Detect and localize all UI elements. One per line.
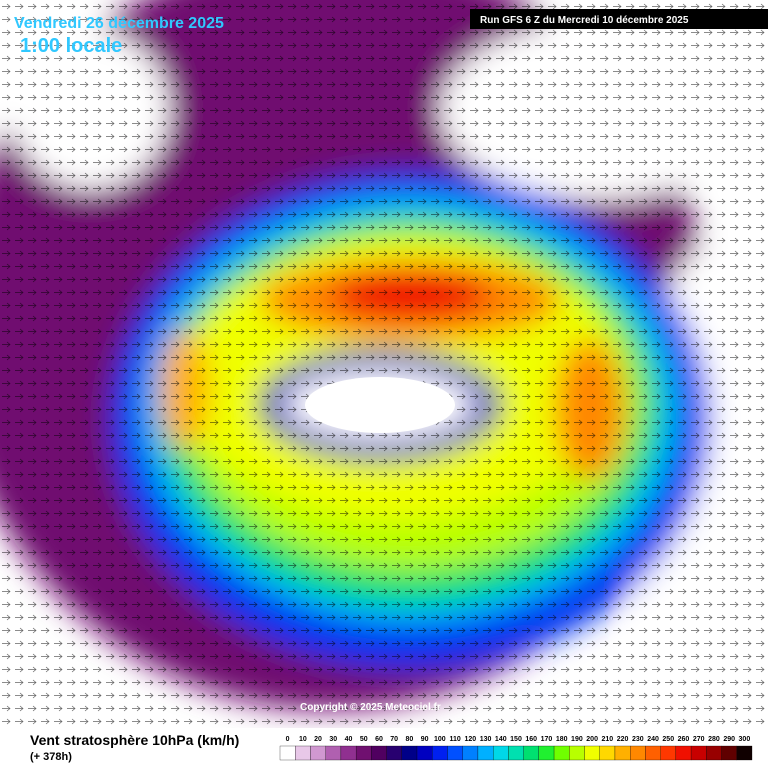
legend-swatch bbox=[416, 745, 433, 761]
legend: 0 10 20 30 40 50 60 70 80 90 100 110 120 130 140 150 160… bbox=[279, 736, 753, 761]
legend-swatch bbox=[508, 745, 524, 761]
legend-swatch bbox=[675, 745, 692, 761]
legend-swatch bbox=[569, 745, 585, 761]
legend-swatch bbox=[447, 745, 463, 761]
legend-label: 220 bbox=[617, 736, 629, 743]
legend-swatch bbox=[371, 745, 387, 761]
legend-label: 120 bbox=[464, 736, 476, 743]
legend-swatch bbox=[295, 745, 311, 761]
legend-swatch bbox=[690, 745, 707, 761]
legend-swatch bbox=[599, 745, 616, 761]
legend-label: 0 bbox=[286, 736, 290, 743]
legend-swatch bbox=[386, 745, 402, 761]
legend-swatch bbox=[340, 745, 357, 761]
legend-swatch bbox=[721, 745, 737, 761]
legend-swatch bbox=[310, 745, 326, 761]
legend-label: 300 bbox=[739, 736, 751, 743]
time: 1:00 locale bbox=[20, 35, 122, 57]
legend-label: 280 bbox=[708, 736, 720, 743]
footer-title: Vent stratosphère 10hPa (km/h) bbox=[30, 732, 239, 748]
legend-swatch bbox=[614, 745, 631, 761]
legend-swatch bbox=[401, 745, 418, 761]
legend-label: 60 bbox=[375, 736, 383, 743]
legend-swatch bbox=[325, 745, 342, 761]
legend-label: 170 bbox=[541, 736, 553, 743]
legend-label: 200 bbox=[586, 736, 598, 743]
legend-label: 210 bbox=[602, 736, 614, 743]
legend-label: 190 bbox=[571, 736, 583, 743]
legend-label: 140 bbox=[495, 736, 507, 743]
legend-swatch bbox=[553, 745, 570, 761]
legend-swatch bbox=[584, 745, 600, 761]
legend-swatch bbox=[279, 745, 296, 761]
legend-label: 240 bbox=[647, 736, 659, 743]
legend-label: 110 bbox=[449, 736, 460, 743]
legend-swatch bbox=[462, 745, 479, 761]
legend-label: 230 bbox=[632, 736, 644, 743]
legend-swatch bbox=[736, 745, 753, 761]
legend-label: 50 bbox=[360, 736, 368, 743]
legend-label: 30 bbox=[329, 736, 337, 743]
run-box bbox=[470, 9, 768, 29]
legend-label: 160 bbox=[525, 736, 537, 743]
legend-label: 150 bbox=[510, 736, 522, 743]
legend-swatch bbox=[630, 745, 646, 761]
legend-swatch bbox=[355, 745, 372, 761]
legend-label: 130 bbox=[480, 736, 492, 743]
legend-label: 270 bbox=[693, 736, 705, 743]
legend-swatch bbox=[493, 745, 509, 761]
legend-label: 80 bbox=[406, 736, 414, 743]
date: Vendredi 26 décembre 2025 bbox=[14, 15, 224, 32]
footer-lead: (+ 378h) bbox=[30, 751, 72, 763]
legend-swatch bbox=[477, 745, 494, 761]
legend-swatch bbox=[706, 745, 722, 761]
legend-label: 250 bbox=[662, 736, 674, 743]
legend-swatch bbox=[645, 745, 661, 761]
legend-label: 290 bbox=[723, 736, 735, 743]
legend-swatch bbox=[538, 745, 555, 761]
legend-label: 90 bbox=[421, 736, 429, 743]
copyright: Copyright © 2025 Meteociel.fr bbox=[300, 702, 441, 713]
legend-label: 180 bbox=[556, 736, 568, 743]
legend-label: 20 bbox=[314, 736, 322, 743]
legend-swatch bbox=[660, 745, 677, 761]
legend-label: 40 bbox=[345, 736, 353, 743]
legend-swatch bbox=[523, 745, 539, 761]
legend-label: 70 bbox=[390, 736, 398, 743]
legend-swatch bbox=[432, 745, 448, 761]
legend-label: 10 bbox=[299, 736, 307, 743]
legend-label: 100 bbox=[434, 736, 446, 743]
calm-core bbox=[305, 377, 455, 433]
legend-label: 260 bbox=[678, 736, 690, 743]
wind-arrows bbox=[0, 0, 768, 728]
run: Run GFS 6 Z du Mercredi 10 décembre 2025 bbox=[480, 15, 689, 26]
